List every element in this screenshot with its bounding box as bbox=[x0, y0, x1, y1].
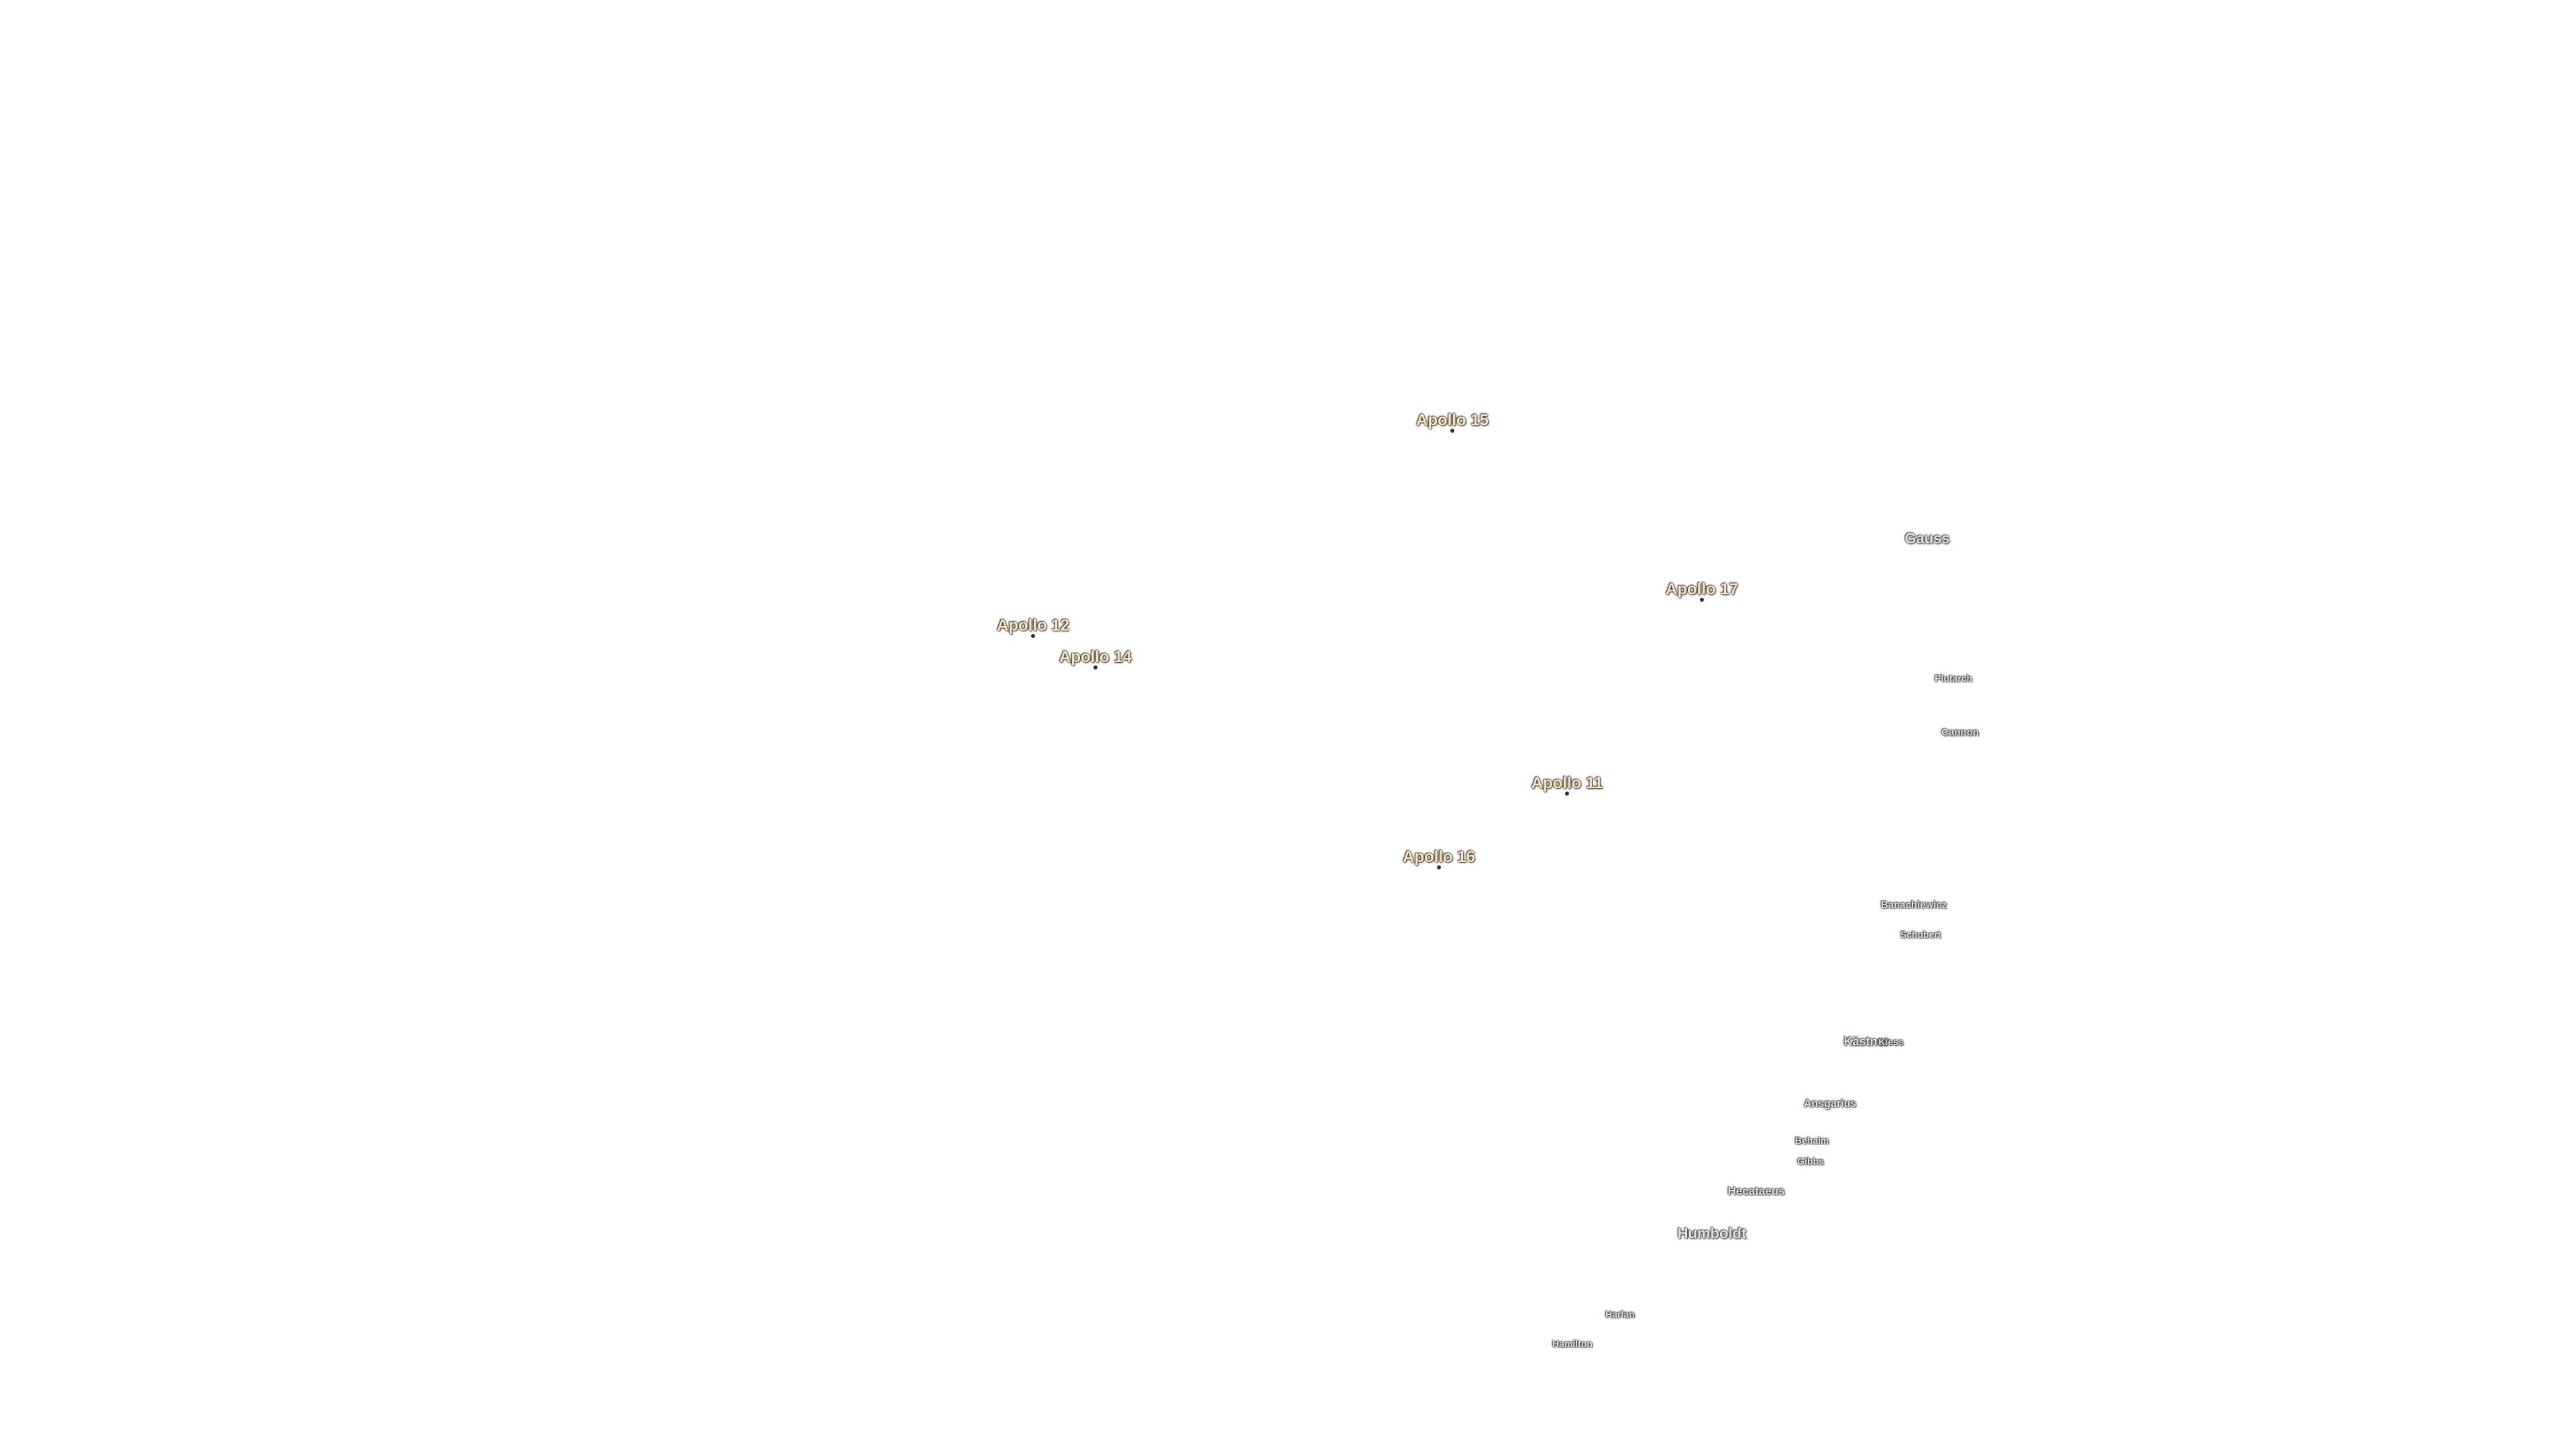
crater-label: Hamilton bbox=[1552, 1338, 1593, 1349]
landing-site-label: Apollo 11 bbox=[1531, 774, 1603, 792]
landing-site-label: Apollo 17 bbox=[1665, 580, 1739, 598]
crater-label: Cannon bbox=[1941, 727, 1979, 739]
landing-site-label: Apollo 14 bbox=[1059, 648, 1132, 666]
crater-label: Gauss bbox=[1904, 530, 1950, 547]
crater-label: Kiess bbox=[1878, 1036, 1904, 1047]
site-marker bbox=[1565, 792, 1569, 796]
crater-label: Harlan bbox=[1605, 1309, 1635, 1320]
site-marker bbox=[1031, 634, 1035, 638]
crater-label: Plutarch bbox=[1934, 673, 1973, 684]
landing-site-label: Apollo 12 bbox=[996, 616, 1070, 635]
crater-label: Schubert bbox=[1900, 929, 1941, 940]
site-marker bbox=[1450, 429, 1454, 433]
site-marker bbox=[1700, 598, 1704, 602]
landing-site-label: Apollo 15 bbox=[1415, 411, 1489, 429]
crater-label: Humboldt bbox=[1677, 1225, 1747, 1242]
crater-label: Kästner bbox=[1843, 1034, 1889, 1049]
crater-label: Hecataeus bbox=[1727, 1185, 1785, 1197]
landing-site-label: Apollo 16 bbox=[1402, 848, 1476, 866]
crater-label: Gibbs bbox=[1797, 1156, 1824, 1167]
crater-label: Banachiewicz bbox=[1880, 899, 1947, 911]
site-marker bbox=[1437, 865, 1441, 869]
crater-label: Ansgarius bbox=[1803, 1098, 1857, 1110]
site-marker bbox=[1093, 665, 1097, 669]
crater-label: Behaim bbox=[1794, 1135, 1829, 1146]
